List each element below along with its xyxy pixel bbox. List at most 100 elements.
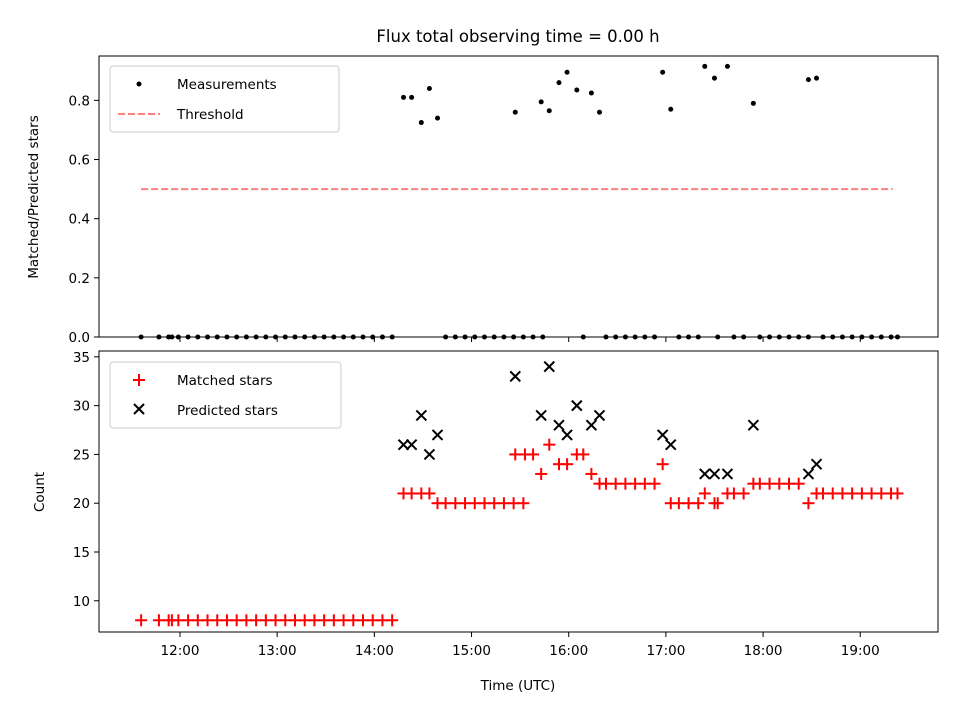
predicted-stars-point: [593, 409, 606, 422]
predicted-stars-point: [405, 438, 418, 451]
bottom-plot-marks: [135, 360, 904, 627]
predicted-stars-point: [561, 429, 573, 441]
matched-stars-point: [423, 487, 436, 500]
bottom-y-tick-label: 10: [73, 594, 90, 610]
predicted-stars-point: [802, 468, 815, 480]
measurements-point: [660, 69, 666, 75]
top-y-tick-label: 0.8: [69, 93, 90, 109]
measurements-point: [546, 108, 552, 114]
top-plot-frame: [98, 55, 939, 338]
top-y-tick-label: 0.4: [69, 212, 90, 228]
top-legend-frame: [109, 65, 340, 133]
legend-threshold-label: Threshold: [176, 107, 244, 123]
measurements-point: [574, 87, 580, 93]
top-x-ticks: [179, 337, 861, 342]
bottom-y-tick-label: 25: [73, 447, 90, 463]
matched-stars-point: [737, 487, 750, 500]
matched-stars-point: [802, 497, 815, 510]
x-tick-label: 17:00: [646, 643, 685, 659]
top-y-tick-label: 0.2: [69, 271, 90, 287]
matched-stars-point: [535, 467, 548, 480]
bottom-plot-frame: [98, 350, 939, 633]
measurements-point: [724, 63, 730, 69]
predicted-stars-point: [721, 468, 734, 480]
measurements-point: [418, 120, 424, 126]
predicted-stars-point: [747, 419, 760, 431]
top-y-tick-label: 0.0: [69, 330, 90, 346]
bottom-y-tick-label: 20: [73, 496, 90, 512]
legend-matched-label: Matched stars: [177, 373, 273, 389]
predicted-stars-point: [553, 419, 565, 431]
predicted-stars-point: [699, 468, 711, 480]
measurements-point: [538, 99, 544, 105]
predicted-stars-point: [708, 468, 721, 480]
measurements-point: [564, 69, 570, 75]
x-tick-label: 14:00: [355, 643, 394, 659]
top-y-axis-label: Matched/Predicted stars: [26, 115, 42, 278]
matched-stars-point: [543, 438, 556, 451]
matched-stars-point: [577, 448, 590, 461]
x-tick-label: 18:00: [744, 643, 783, 659]
predicted-stars-point: [509, 370, 521, 383]
bottom-y-tick-label: 15: [73, 545, 90, 561]
predicted-stars-point: [571, 399, 583, 412]
matched-stars-point: [692, 497, 705, 510]
measurements-point: [702, 63, 708, 69]
x-tick-label: 12:00: [161, 643, 200, 659]
bottom-legend: Matched stars Predicted stars: [109, 361, 342, 429]
measurements-point: [596, 109, 602, 115]
measurements-point: [588, 90, 594, 96]
measurements-point: [426, 86, 432, 92]
matched-stars-point: [517, 497, 530, 510]
measurements-point: [512, 109, 518, 115]
bottom-y-axis-label: Count: [32, 472, 48, 512]
legend-measurements-label: Measurements: [177, 77, 277, 93]
matched-stars-point: [711, 497, 724, 510]
bottom-x-ticks: 12:00 13:00 14:00 15:00 16:00 17:00 18:00 19:00: [161, 632, 880, 659]
predicted-stars-point: [656, 429, 669, 441]
predicted-stars-point: [431, 429, 444, 441]
measurements-point: [668, 106, 674, 112]
x-tick-label: 13:00: [258, 643, 297, 659]
legend-predicted-marker: [133, 403, 145, 415]
legend-matched-marker: [133, 374, 145, 386]
matched-stars-point: [648, 477, 661, 490]
x-tick-label: 19:00: [841, 643, 880, 659]
legend-measurements-marker: [136, 81, 142, 87]
predicted-stars-point: [397, 438, 410, 451]
matched-stars-point: [527, 448, 540, 461]
x-tick-label: 16:00: [549, 643, 588, 659]
top-y-ticks: 0.0 0.2 0.4 0.6 0.8: [69, 93, 99, 346]
top-y-tick-label: 0.6: [69, 153, 90, 169]
matched-stars-point: [386, 614, 399, 627]
bottom-y-ticks: 10 15 20 25 30 35: [73, 350, 99, 610]
measurements-point: [409, 94, 415, 100]
predicted-stars-point: [535, 409, 547, 422]
predicted-stars-point: [543, 360, 555, 373]
matched-stars-point: [891, 487, 904, 500]
bottom-legend-frame: [109, 361, 342, 429]
top-plot: 0.00.20.40.60.8 Matched/Predicted stars …: [26, 55, 939, 346]
measurements-point: [814, 75, 820, 81]
measurements-point: [401, 94, 407, 100]
measurements-point: [435, 115, 441, 121]
matched-stars-point: [561, 458, 574, 471]
bottom-y-tick-label: 30: [73, 399, 90, 415]
predicted-stars-point: [585, 419, 598, 431]
top-legend: Measurements Threshold: [109, 65, 340, 133]
legend-predicted-label: Predicted stars: [177, 403, 278, 419]
measurements-point: [750, 100, 756, 106]
measurements-point: [805, 77, 811, 83]
predicted-stars-point: [665, 438, 677, 451]
predicted-stars-point: [415, 409, 428, 422]
predicted-stars-point: [810, 458, 823, 470]
predicted-stars-point: [423, 448, 436, 461]
x-tick-label: 15:00: [452, 643, 491, 659]
measurements-point: [711, 75, 717, 81]
matched-stars-point: [792, 477, 805, 490]
matched-stars-point: [585, 467, 598, 480]
matched-stars-point: [656, 458, 669, 471]
bottom-y-tick-label: 35: [73, 350, 90, 366]
chart-title: Flux total observing time = 0.00 h: [376, 27, 659, 46]
